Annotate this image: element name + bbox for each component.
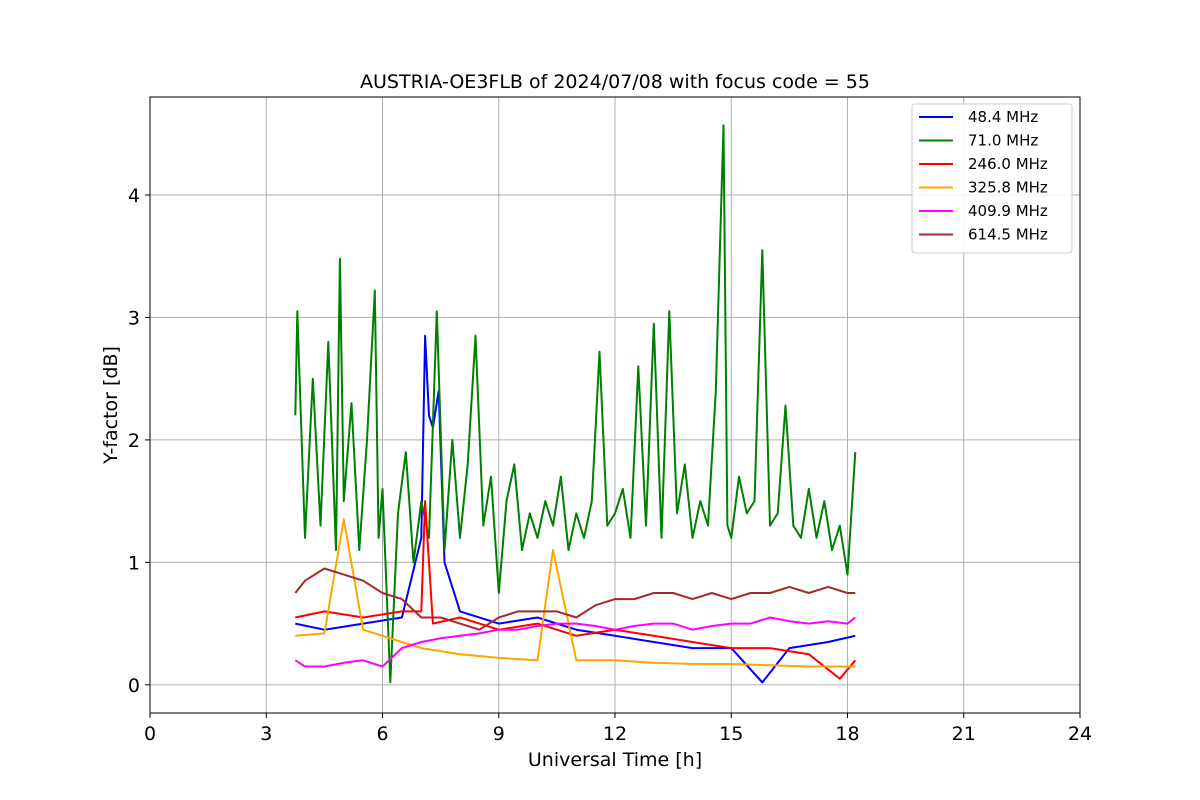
series-line-5 — [294, 567, 856, 631]
legend-label: 48.4 MHz — [968, 108, 1038, 126]
y-tick-label: 2 — [128, 430, 140, 452]
series-line-1 — [294, 124, 857, 684]
chart-title: AUSTRIA-OE3FLB of 2024/07/08 with focus … — [360, 71, 870, 93]
series-line-2 — [295, 500, 857, 680]
x-tick-label: 21 — [952, 723, 976, 745]
x-tick-label: 3 — [260, 723, 272, 745]
legend-label: 71.0 MHz — [968, 132, 1038, 150]
x-tick-label: 12 — [603, 723, 627, 745]
x-tick-label: 6 — [376, 723, 388, 745]
legend-label: 325.8 MHz — [968, 179, 1048, 197]
legend-label: 409.9 MHz — [968, 202, 1048, 220]
x-tick-label: 0 — [144, 723, 156, 745]
series-line-3 — [295, 518, 856, 668]
y-tick-label: 4 — [128, 185, 140, 207]
y-tick-label: 1 — [128, 552, 140, 574]
x-tick-label: 24 — [1068, 723, 1092, 745]
legend: 48.4 MHz 71.0 MHz 246.0 MHz 325.8 MHz 409.9… — [911, 103, 1073, 254]
plot-area — [294, 124, 857, 684]
y-tick-label: 3 — [128, 307, 140, 329]
series-layer — [294, 124, 857, 684]
y-axis-label: Y-factor [dB] — [100, 346, 122, 465]
legend-label: 246.0 MHz — [968, 155, 1048, 173]
x-tick-label: 18 — [835, 723, 859, 745]
series-line-4 — [294, 616, 856, 668]
x-tick-label: 9 — [493, 723, 505, 745]
x-tick-label: 15 — [719, 723, 743, 745]
legend-label: 614.5 MHz — [968, 226, 1048, 244]
x-axis-label: Universal Time [h] — [528, 749, 702, 771]
y-tick-label: 0 — [128, 675, 140, 697]
